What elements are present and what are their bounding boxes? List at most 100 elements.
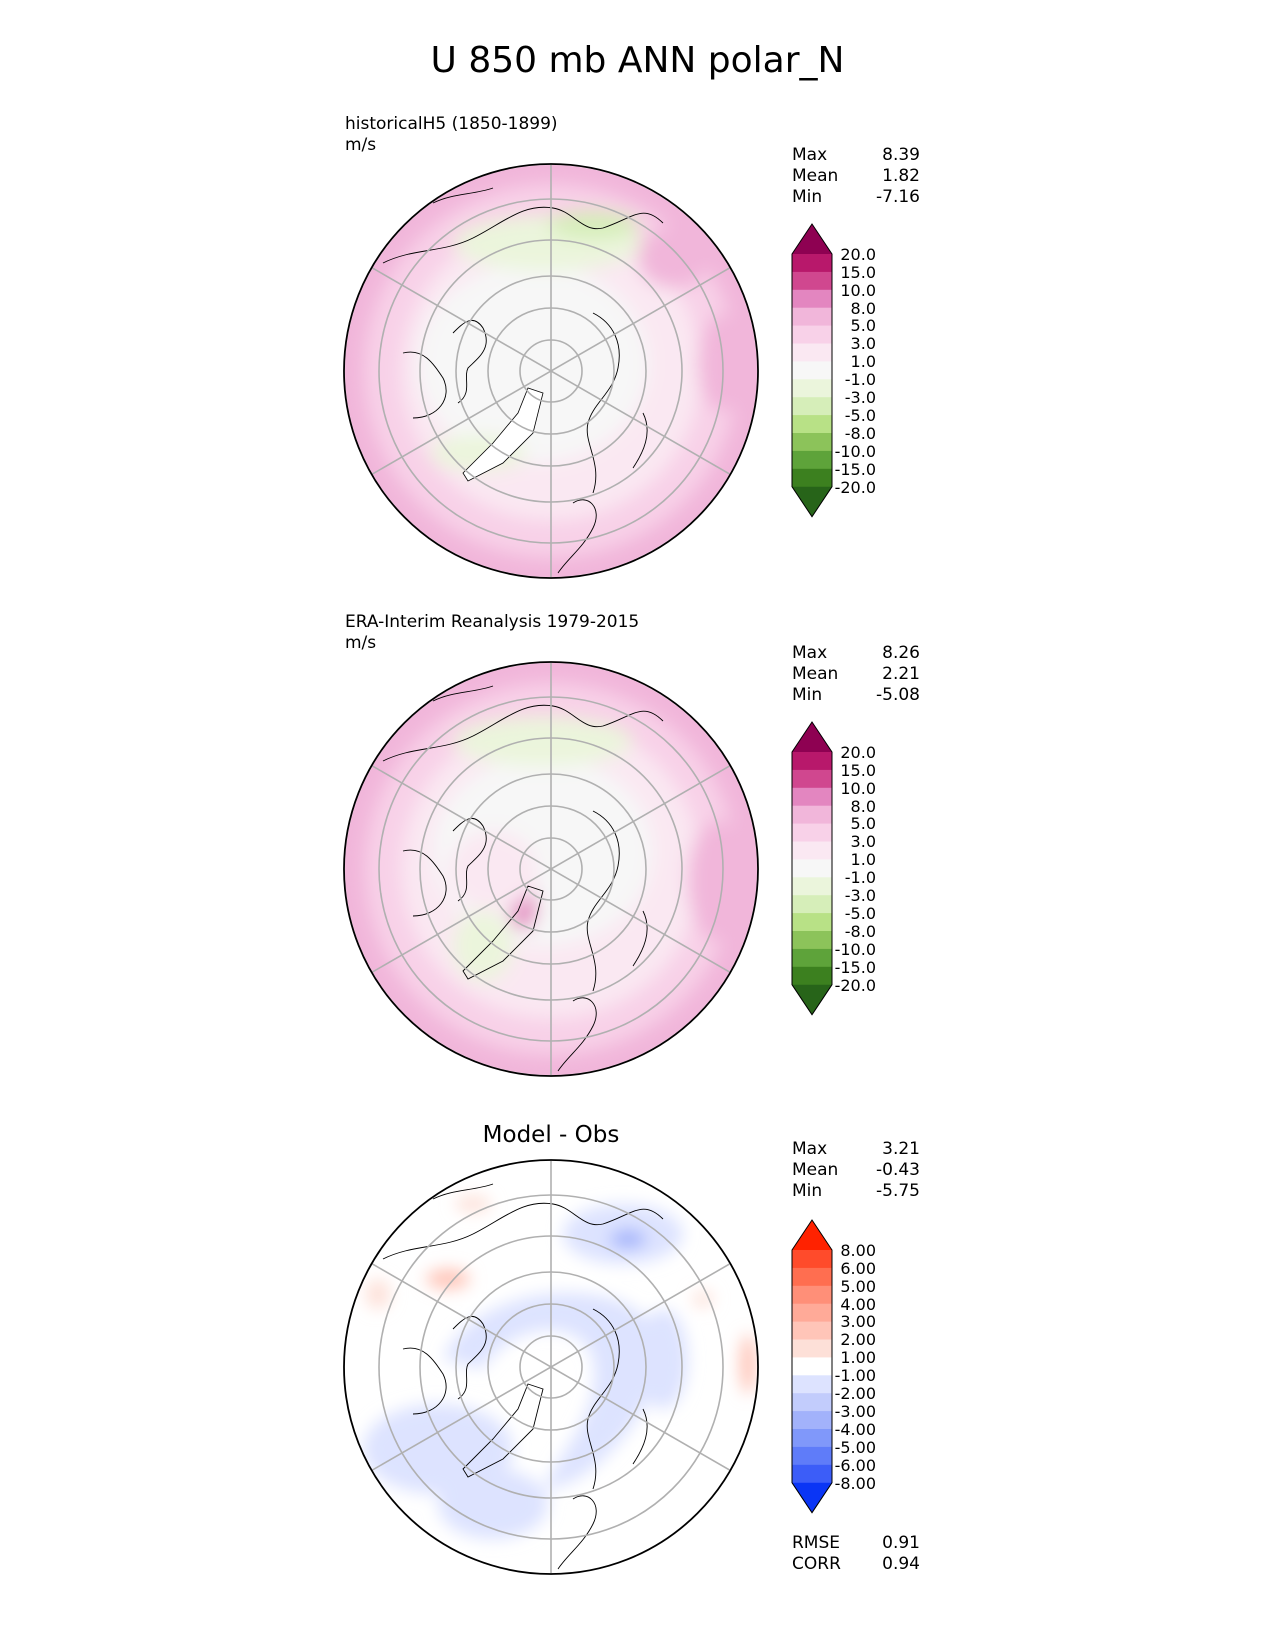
panel3-max-label: Max	[792, 1139, 828, 1159]
panel1-colorbar-segment	[792, 361, 832, 380]
panel3-colorbar-segment	[792, 1303, 832, 1323]
panel3-colorbar-tick-label: 4.00	[840, 1294, 876, 1314]
panel3-colorbar-tick-label: 1.00	[840, 1348, 876, 1368]
panel1-colorbar-extend-top	[792, 224, 832, 254]
panel1-colorbar-tick-label: 3.0	[850, 334, 876, 354]
panel2-colorbar-tick-label: -1.0	[844, 868, 876, 888]
panel1-colorbar	[791, 223, 833, 518]
panel2-units: m/s	[345, 633, 377, 653]
panel1-colorbar-segment	[792, 397, 832, 416]
panel2-colorbar-tick-label: 10.0	[840, 778, 876, 798]
panel3-min-value: -5.75	[876, 1181, 920, 1201]
panel3-colorbar-segment	[792, 1393, 832, 1412]
panel2-colorbar-tick-label: -8.0	[844, 921, 876, 941]
panel3-colorbar-segment	[792, 1446, 832, 1466]
panel2-colorbar-tick-label: -3.0	[844, 886, 876, 906]
panel2-colorbar-segment	[792, 841, 832, 860]
panel1-min-label: Min	[792, 187, 823, 207]
corr-label: CORR	[792, 1554, 841, 1574]
panel2-colorbar-outline	[791, 721, 833, 1016]
panel3-colorbar-tick-label: -8.00	[834, 1473, 876, 1493]
panel3-polar-map	[343, 1159, 759, 1575]
panel1-colorbar-tick-label: 20.0	[840, 244, 876, 264]
panel2-colorbar-tick-label: -5.0	[844, 903, 876, 923]
panel3-colorbar-tick-label: 5.00	[840, 1276, 876, 1296]
panel3-colorbar-segment	[792, 1267, 832, 1287]
panel1-colorbar-tick-label: -1.0	[844, 370, 876, 390]
panel3-colorbar	[791, 1219, 833, 1514]
panel1-colorbar-segment	[792, 325, 832, 345]
panel1-colorbar-tick-label: -10.0	[834, 441, 876, 461]
panel2-mean-value: 2.21	[882, 664, 920, 684]
panel1-colorbar-segment	[792, 307, 832, 327]
panel2-min-label: Min	[792, 685, 823, 705]
rmse-value: 0.91	[882, 1533, 920, 1553]
panel3-colorbar-tick-label: -4.00	[834, 1419, 876, 1439]
panel1-colorbar-segment	[792, 271, 832, 291]
panel3-colorbar-segment	[792, 1321, 832, 1341]
panel2-colorbar-segment	[792, 787, 832, 807]
corr-value: 0.94	[882, 1554, 920, 1574]
panel1-colorbar-outline	[791, 223, 833, 518]
panel2-colorbar-segment	[792, 769, 832, 789]
panel1-title-block: historicalH5 (1850-1899) m/s	[345, 114, 558, 156]
panel3-colorbar-tick-label: 6.00	[840, 1258, 876, 1278]
panel2-colorbar-segment	[792, 966, 832, 986]
panel2-colorbar-tick-label: 3.0	[850, 832, 876, 852]
panel1-colorbar-tick-label: 8.0	[850, 298, 876, 318]
panel3-colorbar-segment	[792, 1357, 832, 1376]
panel1-colorbar-segment	[792, 289, 832, 309]
panel1-colorbar-tick-label: -5.0	[844, 405, 876, 425]
panel3-colorbar-tick-label: -3.00	[834, 1401, 876, 1421]
panel3-colorbar-segment	[792, 1429, 832, 1448]
panel2-max-label: Max	[792, 643, 828, 663]
panel3-colorbar-segment	[792, 1339, 832, 1358]
panel1-colorbar-tick-label: -3.0	[844, 388, 876, 408]
panel3-title: Model - Obs	[482, 1122, 620, 1148]
panel1-colorbar-tick-label: 15.0	[840, 262, 876, 282]
panel1-colorbar-segment	[792, 433, 832, 452]
panel1-colorbar-segment	[792, 254, 832, 273]
panel1-colorbar-tick-label: 1.0	[850, 352, 876, 372]
panel2-colorbar-segment	[792, 895, 832, 914]
panel3-colorbar-segment	[792, 1464, 832, 1484]
panel1-colorbar-tick-label: 5.0	[850, 316, 876, 336]
panel1-colorbar-tick-label: -8.0	[844, 423, 876, 443]
panel1-colorbar-segment	[792, 343, 832, 362]
panel2-colorbar-tick-label: 1.0	[850, 850, 876, 870]
panel3-colorbar-tick-label: -6.00	[834, 1455, 876, 1475]
panel2-colorbar-segment	[792, 948, 832, 968]
panel2-colorbar-segment	[792, 805, 832, 825]
panel2-title: ERA-Interim Reanalysis 1979-2015	[345, 612, 640, 632]
panel1-max-label: Max	[792, 145, 828, 165]
panel3-colorbar-tick-label: -5.00	[834, 1437, 876, 1457]
panel1-colorbar-segment	[792, 379, 832, 398]
panel3-colorbar-segment	[792, 1250, 832, 1269]
panel3-colorbar-tick-label: 2.00	[840, 1330, 876, 1350]
panel2-colorbar-segment	[792, 823, 832, 843]
panel3-stats: Max 3.21 Mean -0.43 Min -5.75	[792, 1139, 920, 1202]
panel1-max-value: 8.39	[882, 145, 920, 165]
panel2-stats: Max 8.26 Mean 2.21 Min -5.08	[792, 643, 920, 706]
panel2-max-value: 8.26	[882, 643, 920, 663]
panel1-stats: Max 8.39 Mean 1.82 Min -7.16	[792, 145, 920, 208]
panel2-colorbar-tick-label: 8.0	[850, 796, 876, 816]
panel2-colorbar-segment	[792, 913, 832, 932]
panel2-colorbar-segment	[792, 931, 832, 950]
panel2-colorbar-extend-top	[792, 722, 832, 752]
panel1-colorbar-tick-label: -15.0	[834, 459, 876, 479]
panel3-colorbar-segment	[792, 1411, 832, 1430]
panel2-colorbar-tick-label: 5.0	[850, 814, 876, 834]
panel1-mean-value: 1.82	[882, 166, 920, 186]
panel3-colorbar-segment	[792, 1285, 832, 1305]
panel3-colorbar-extend-top	[792, 1220, 832, 1250]
panel3-colorbar-tick-label: 8.00	[840, 1240, 876, 1260]
panel1-mean-label: Mean	[792, 166, 839, 186]
panel2-colorbar-tick-label: -20.0	[834, 975, 876, 995]
panel3-colorbar-tick-label: 3.00	[840, 1312, 876, 1332]
panel1-units: m/s	[345, 135, 377, 155]
panel3-mean-value: -0.43	[876, 1160, 920, 1180]
panel2-colorbar-tick-label: 15.0	[840, 760, 876, 780]
panel1-colorbar-segment	[792, 450, 832, 470]
panel3-max-value: 3.21	[882, 1139, 920, 1159]
